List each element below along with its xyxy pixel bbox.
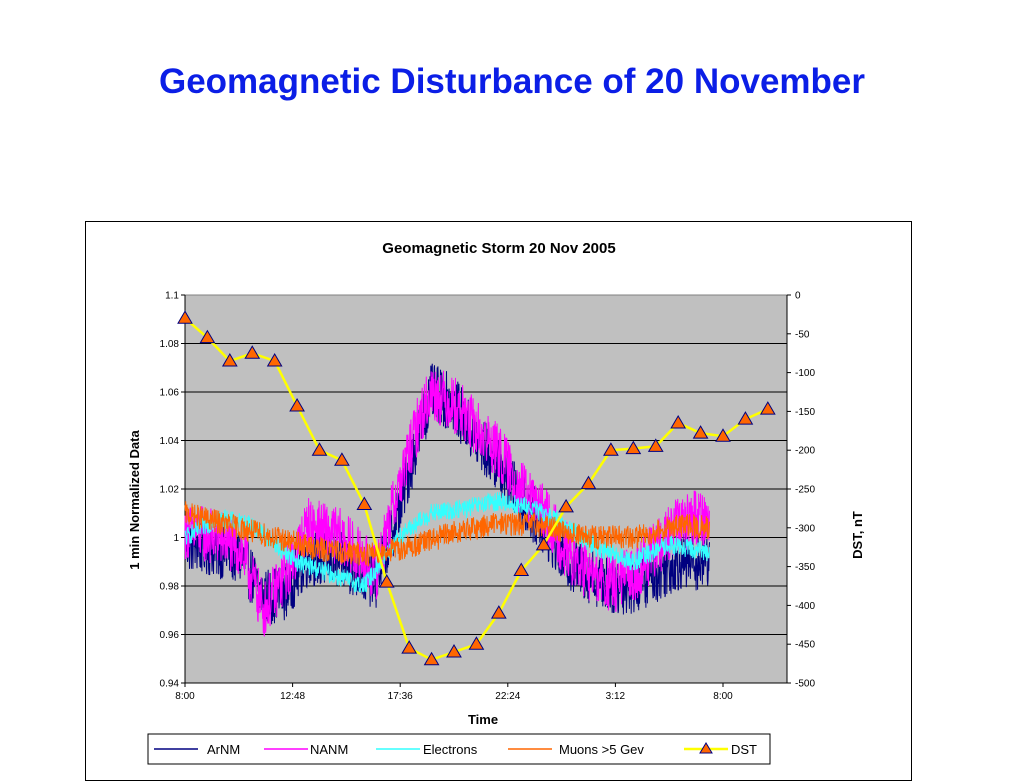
dst-point	[603, 442, 619, 456]
slide-title: Geomagnetic Disturbance of 20 November	[158, 62, 866, 101]
chart-frame: Geomagnetic Storm 20 Nov 2005 0.94 0.96 0.…	[85, 221, 912, 781]
dst-point	[244, 345, 261, 359]
series-line-nanm	[184, 370, 710, 637]
y-tick-label: 1	[173, 533, 179, 544]
y-axis-left-label: 1 min Normalized Data	[127, 430, 142, 570]
x-axis-label: Time	[468, 712, 498, 727]
y-tick-label: 1.08	[160, 339, 180, 350]
y2-tick-label: -100	[795, 368, 815, 379]
y-tick-label: 0.94	[160, 679, 180, 690]
chart-legend: ArNM NANM Electrons Muons >5 Gev DST	[147, 733, 771, 765]
dst-point	[647, 438, 664, 452]
dst-point	[423, 651, 440, 666]
chart-title: Geomagnetic Storm 20 Nov 2005	[382, 240, 615, 257]
y2-tick-label: 0	[795, 291, 801, 302]
y2-tick-label: -50	[795, 329, 810, 340]
legend-box	[147, 733, 771, 765]
dst-point	[266, 352, 283, 367]
x-tick-label: 3:12	[606, 691, 626, 702]
y-tick-label: 1.02	[160, 485, 180, 496]
dst-point	[692, 425, 709, 439]
dst-point	[535, 536, 552, 551]
y2-tick-label: -150	[795, 407, 815, 418]
dst-point	[446, 643, 462, 658]
y2-tick-label: -500	[795, 679, 815, 690]
dst-point	[625, 440, 642, 455]
y-axis-right-label: DST, nT	[850, 511, 865, 559]
dst-point	[356, 496, 373, 511]
dst-point	[177, 310, 193, 324]
dst-point	[221, 352, 238, 367]
y-tick-label: 0.96	[160, 630, 180, 641]
y2-tick-label: -400	[795, 601, 815, 612]
dst-point	[759, 401, 776, 415]
y-tick-label: 1.04	[160, 436, 180, 447]
dst-point	[334, 452, 350, 466]
dst-point	[289, 397, 305, 412]
x-tick-label: 12:48	[280, 691, 305, 702]
legend-label-nanm: NANM	[310, 742, 348, 757]
x-tick-label: 17:36	[388, 691, 413, 702]
x-tick-label: 8:00	[713, 691, 733, 702]
geomagnetic-storm-chart: Geomagnetic Storm 20 Nov 2005 0.94 0.96 0.…	[127, 240, 865, 765]
y2-tick-label: -250	[795, 485, 815, 496]
y2-tick-label: -300	[795, 523, 815, 534]
dst-point	[715, 428, 731, 442]
y-tick-label: 0.98	[160, 582, 180, 593]
dst-point	[468, 636, 485, 650]
x-tick-label: 8:00	[175, 691, 195, 702]
legend-label-electrons: Electrons	[423, 742, 478, 757]
dst-point	[513, 562, 530, 576]
legend-label-dst: DST	[731, 742, 757, 757]
dst-point	[580, 475, 597, 490]
legend-label-muons-5-gev: Muons >5 Gev	[559, 742, 644, 757]
dst-point	[378, 574, 395, 588]
legend-label-arnm: ArNM	[207, 742, 240, 757]
y-tick-label: 1.1	[165, 291, 179, 302]
dst-point	[490, 605, 507, 619]
dst-point	[737, 411, 754, 425]
y-tick-label: 1.06	[160, 388, 180, 399]
dst-point	[558, 498, 574, 513]
x-tick-label: 22:24	[495, 691, 520, 702]
y2-tick-label: -350	[795, 562, 815, 573]
dst-point	[199, 329, 216, 344]
dst-point	[311, 442, 328, 456]
dst-point	[401, 640, 418, 654]
legend-marker-dst	[699, 742, 713, 754]
dst-point	[670, 415, 687, 429]
series-line-muons-5-gev	[184, 501, 710, 567]
y2-tick-label: -450	[795, 640, 815, 651]
y2-tick-label: -200	[795, 446, 815, 457]
